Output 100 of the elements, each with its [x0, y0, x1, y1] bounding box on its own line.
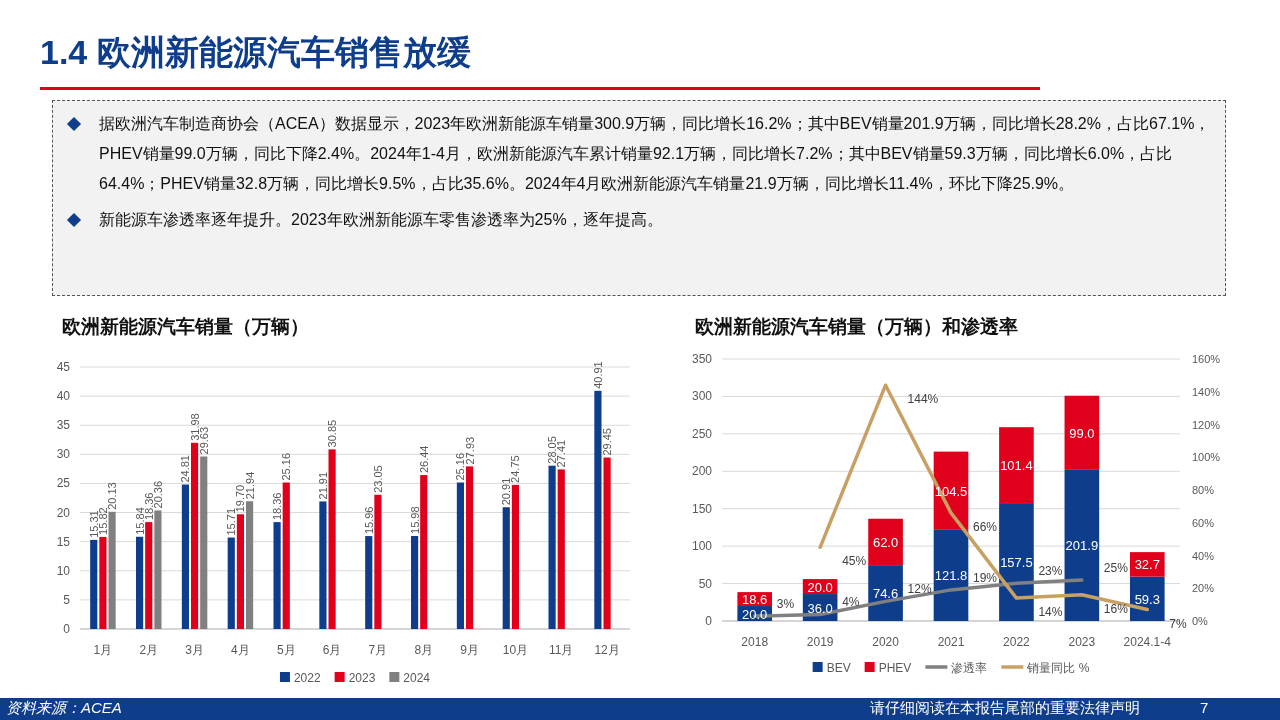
bar — [603, 457, 611, 629]
bar — [1129, 552, 1165, 577]
legend-label: 2024 — [403, 670, 431, 685]
x-tick-label: 8月 — [414, 643, 434, 657]
x-tick-label: 6月 — [322, 643, 342, 657]
bar — [511, 484, 519, 629]
chart-title: 欧洲新能源汽车销量（万辆）和渗透率 — [695, 316, 1018, 337]
bar — [1064, 395, 1100, 470]
data-label: 25.16 — [280, 452, 293, 481]
x-tick-label: 2020 — [872, 635, 900, 649]
data-label: 3% — [776, 597, 795, 612]
text: 1.4 欧洲新能源汽车销售放缓 — [40, 32, 471, 73]
x-tick-label: 5月 — [276, 643, 296, 657]
data-label: 20.13 — [106, 482, 119, 510]
bar — [594, 390, 602, 629]
data-label: 144% — [907, 392, 939, 407]
bar — [99, 536, 107, 629]
x-tick-label: 10月 — [502, 643, 529, 657]
bar — [236, 514, 244, 629]
text: 据欧洲汽车制造商协会（ACEA）数据显示，2023年欧洲新能源车销量300.9万辆，同比增长16.2%；其中BEV销量201.9万辆，同比增长28.2%，占比67.1%，PHEV销量99.0万辆，同比下降2.4%。2024年1-4月，欧洲新能源汽车累计销量92.1万辆，同比增长7.2%；其中BEV销量59.3万辆，同比增长6.0%，占比64.4%；PHEV销量32.8万辆，同比增长9.5%，占比35.6%。2024年4月欧洲新能源汽车销量21.9万辆，同比增长11.4%，环比下降25.9%。 — [98, 114, 1211, 194]
y-tick-label: 20 — [56, 505, 71, 520]
data-label: 99.0 — [1069, 425, 1095, 441]
legend-label: 销量同比 % — [1026, 660, 1090, 675]
data-label: 26.44 — [417, 445, 430, 474]
bar — [456, 482, 464, 629]
x-tick-label: 1月 — [93, 643, 113, 657]
data-label: 45% — [842, 554, 867, 569]
y-tick-label: 300 — [691, 389, 713, 404]
bar — [999, 503, 1034, 621]
data-label: 12% — [907, 582, 932, 597]
y-tick-label: 100 — [691, 539, 713, 554]
x-tick-label: 3月 — [185, 643, 204, 657]
data-label: 15.96 — [362, 506, 375, 535]
y-tick-label: 50 — [698, 576, 713, 591]
bar — [374, 494, 382, 629]
data-label: 18.36 — [271, 492, 284, 521]
bar — [181, 484, 189, 629]
y-tick-label: 45 — [56, 360, 71, 374]
bar — [557, 469, 565, 629]
data-label: 74.6 — [872, 586, 899, 602]
data-label: 24.81 — [179, 455, 192, 483]
bar — [227, 537, 235, 629]
data-label: 157.5 — [1000, 555, 1033, 571]
bar — [282, 482, 290, 629]
bar — [1064, 469, 1100, 621]
data-label: 20.0 — [742, 606, 768, 622]
bar — [191, 442, 199, 629]
data-label: 32.7 — [1134, 557, 1160, 573]
data-label: 16% — [1103, 601, 1129, 616]
x-tick-label: 2022 — [1003, 635, 1031, 649]
x-tick-label: 2019 — [806, 635, 834, 649]
x-tick-label: 9月 — [460, 643, 479, 657]
y-tick-label: 35 — [56, 418, 71, 433]
data-label: 7% — [1169, 616, 1187, 631]
y-tick-label: 10 — [56, 563, 71, 578]
bar — [466, 466, 474, 629]
x-tick-label: 2023 — [1068, 635, 1096, 649]
y-tick-label: 200 — [691, 464, 713, 479]
x-tick-label: 4月 — [231, 643, 250, 657]
y-tick-label: 0 — [705, 614, 713, 628]
bar — [154, 510, 162, 629]
bar — [108, 511, 116, 629]
legend-label: BEV — [826, 660, 851, 675]
data-label: 40.91 — [591, 361, 604, 389]
data-label: 18.6 — [742, 592, 768, 608]
x-tick-label: 2021 — [937, 635, 965, 649]
bar — [999, 427, 1034, 504]
data-label: 15.98 — [408, 506, 421, 534]
bar — [420, 475, 428, 629]
bar — [200, 456, 208, 629]
y-tick-label: 150 — [691, 501, 713, 516]
data-label: 20.0 — [807, 579, 833, 595]
y-tick-label: 40 — [56, 389, 71, 404]
y-tick-label: 25 — [56, 476, 71, 491]
x-tick-label: 2月 — [139, 643, 159, 657]
y2-tick-label: 120% — [1192, 418, 1221, 431]
legend-label: 2022 — [293, 670, 321, 685]
data-label: 15.84 — [133, 507, 146, 535]
bar — [273, 522, 281, 629]
y-tick-label: 15 — [56, 534, 71, 549]
y-tick-label: 5 — [63, 592, 71, 607]
bar — [365, 536, 373, 629]
x-tick-label: 11月 — [549, 643, 574, 657]
y-tick-label: 350 — [691, 352, 713, 366]
data-label: 59.3 — [1134, 591, 1160, 607]
text: 请仔细阅读在本报告尾部的重要法律声明 — [870, 699, 1140, 718]
y2-tick-label: 0% — [1192, 615, 1209, 627]
y2-tick-label: 80% — [1192, 484, 1215, 496]
text: 新能源车渗透率逐年提升。2023年欧洲新能源车零售渗透率为25%，逐年提高。 — [98, 210, 664, 230]
data-label: 36.0 — [807, 600, 833, 616]
y2-tick-label: 160% — [1192, 353, 1221, 365]
y2-tick-label: 60% — [1192, 516, 1215, 529]
y-tick-label: 30 — [56, 447, 71, 462]
data-label: 62.0 — [872, 534, 899, 550]
x-tick-label: 7月 — [368, 643, 388, 657]
data-label: 25% — [1103, 561, 1129, 576]
data-label: 23% — [1038, 564, 1063, 579]
legend-label: 2023 — [348, 670, 376, 685]
data-label: 121.8 — [934, 568, 968, 584]
bar — [328, 449, 336, 629]
